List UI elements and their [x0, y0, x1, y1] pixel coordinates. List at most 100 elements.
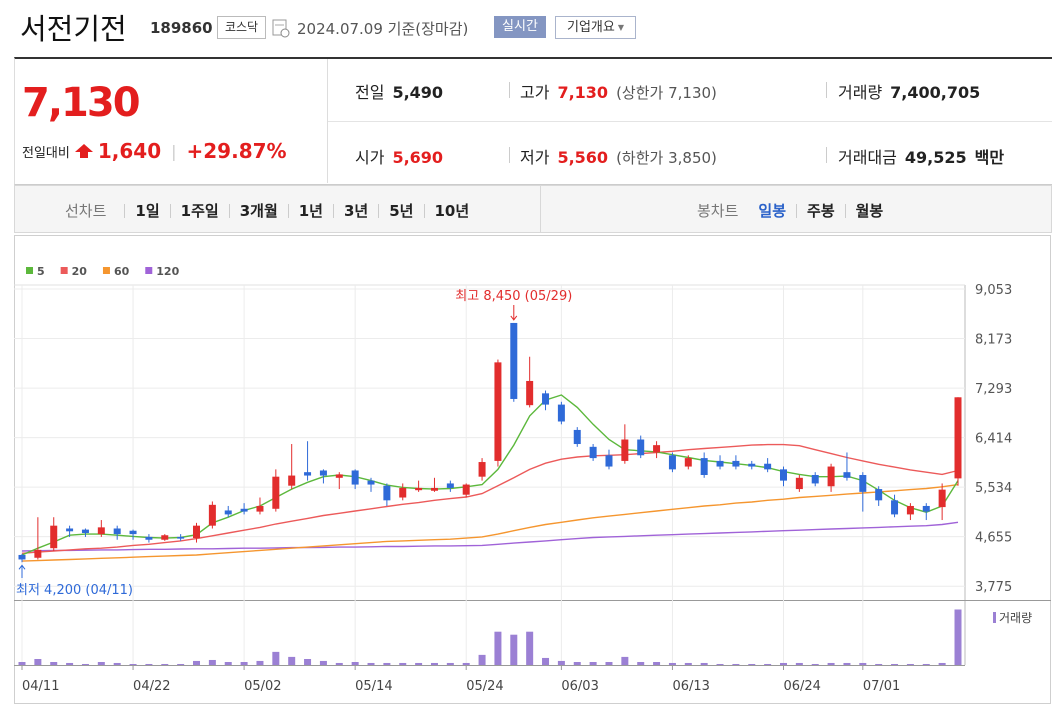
- realtime-button[interactable]: 실시간: [494, 16, 546, 38]
- candle-body: [843, 472, 851, 478]
- stat: 시가 5,690: [355, 144, 443, 168]
- candle-body: [177, 536, 185, 539]
- stat-value: 7,130: [557, 83, 609, 102]
- volume-bar: [462, 662, 470, 665]
- volume-bar: [145, 663, 153, 665]
- volume-bar: [335, 662, 343, 665]
- stat: 고가 7,130 (상한가 7,130): [520, 79, 717, 103]
- candle-tab[interactable]: 일봉: [758, 201, 787, 220]
- volume-bar: [129, 663, 137, 665]
- dropdown-icon: ▼: [617, 23, 624, 32]
- period-tab[interactable]: 10년: [423, 203, 480, 218]
- volume-bar: [589, 662, 597, 665]
- ma-line: [21, 483, 959, 562]
- candle-body: [240, 508, 248, 512]
- legend-label: 20: [72, 265, 88, 278]
- candle-body: [288, 475, 296, 486]
- stat-label: 거래대금: [838, 148, 897, 167]
- volume-bar: [224, 662, 232, 665]
- volume-bar: [430, 662, 438, 665]
- stat: 거래대금 49,525 백만: [838, 144, 1004, 168]
- candle-body: [732, 460, 740, 467]
- y-tick-label: 5,534: [975, 481, 1012, 496]
- period-tab[interactable]: 3개월: [228, 203, 288, 218]
- candle-body: [748, 463, 756, 467]
- candle-body: [193, 525, 201, 539]
- candle-body: [18, 554, 26, 560]
- candle-body: [906, 505, 914, 515]
- candle-body: [34, 549, 42, 558]
- candle-body: [938, 489, 946, 508]
- calendar-icon: [272, 19, 290, 38]
- volume-bar: [653, 662, 661, 665]
- stat: 전일 5,490: [355, 79, 443, 103]
- volume-bar: [81, 663, 89, 665]
- candle-body: [922, 505, 930, 512]
- period-tab[interactable]: 5년: [378, 203, 423, 218]
- period-tab[interactable]: 3년: [333, 203, 378, 218]
- candle-body: [319, 470, 327, 476]
- volume-bar: [510, 634, 518, 665]
- volume-bar: [764, 663, 772, 665]
- candle-tab[interactable]: 주봉: [796, 203, 845, 218]
- divider: [540, 186, 541, 232]
- volume-bar: [399, 662, 407, 665]
- candle-body: [637, 439, 645, 456]
- volume-bar: [18, 662, 26, 665]
- volume-bar: [34, 659, 42, 665]
- candle-body: [526, 380, 534, 406]
- stat-value: 7,400,705: [890, 83, 981, 102]
- candle-body: [399, 487, 407, 498]
- volume-bar: [811, 663, 819, 665]
- period-tab[interactable]: 1일: [124, 203, 169, 218]
- separator: [826, 82, 827, 98]
- candle-body: [351, 470, 359, 485]
- candle-body: [684, 458, 692, 467]
- volume-bar: [891, 663, 899, 665]
- volume-bar: [272, 651, 280, 665]
- legend-swatch: [60, 267, 68, 274]
- ma-line: [21, 521, 959, 552]
- y-tick-label: 4,655: [975, 531, 1012, 546]
- candle-body: [891, 500, 899, 515]
- candle-body: [81, 529, 89, 533]
- candle-body: [272, 476, 280, 509]
- separator: |: [171, 141, 177, 161]
- date-text: 2024.07.09 기준(장마감): [297, 20, 469, 38]
- volume-bar: [208, 659, 216, 665]
- stat-label: 거래량: [838, 83, 883, 102]
- period-tab[interactable]: 1년: [287, 203, 333, 218]
- tab-bar: [14, 185, 1052, 233]
- candle-body: [367, 480, 375, 485]
- legend-swatch: [145, 267, 153, 274]
- volume-bar: [573, 662, 581, 665]
- stat-note: (하한가 3,850): [616, 149, 717, 167]
- y-tick-label: 7,293: [975, 382, 1012, 397]
- candle-body: [827, 466, 835, 487]
- stat-value: 5,490: [392, 83, 444, 102]
- candle-tabs: 봉차트 일봉 주봉 월봉: [697, 200, 893, 221]
- volume-bar: [367, 662, 375, 665]
- volume-bar: [795, 662, 803, 665]
- candle-body: [779, 469, 787, 481]
- overview-button[interactable]: 기업개요 ▼: [555, 16, 636, 39]
- arrow: [510, 305, 518, 321]
- volume-bar: [113, 662, 121, 665]
- volume-bar: [668, 662, 676, 665]
- volume-bar: [66, 662, 74, 665]
- separator: [509, 147, 510, 163]
- legend-swatch: [26, 267, 33, 274]
- current-price: 7,130: [22, 80, 141, 126]
- volume-bar: [288, 656, 296, 665]
- candle-body: [462, 484, 470, 495]
- period-tab[interactable]: 1주일: [169, 203, 229, 218]
- volume-bar: [542, 657, 550, 665]
- legend-swatch: [993, 612, 996, 623]
- candle-tab[interactable]: 월봉: [844, 203, 894, 218]
- candle-body: [256, 505, 264, 512]
- stat-note: (상한가 7,130): [616, 84, 717, 102]
- candle-body: [113, 528, 121, 535]
- legend-swatch: [102, 267, 110, 274]
- volume-bar: [383, 662, 391, 665]
